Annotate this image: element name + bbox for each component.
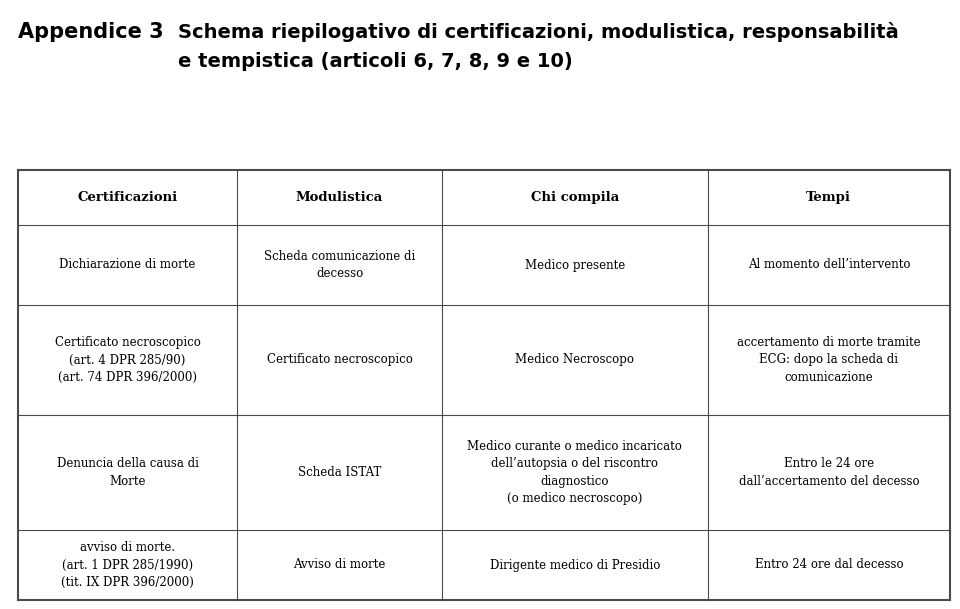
Text: Chi compila: Chi compila: [531, 191, 619, 204]
Text: Dichiarazione di morte: Dichiarazione di morte: [60, 258, 196, 272]
Text: Medico curante o medico incaricato
dell’autopsia o del riscontro
diagnostico
(o : Medico curante o medico incaricato dell’…: [468, 440, 683, 505]
Text: Entro le 24 ore
dall’accertamento del decesso: Entro le 24 ore dall’accertamento del de…: [738, 457, 919, 488]
Text: Certificato necroscopico
(art. 4 DPR 285/90)
(art. 74 DPR 396/2000): Certificato necroscopico (art. 4 DPR 285…: [55, 336, 201, 384]
Text: Certificazioni: Certificazioni: [78, 191, 178, 204]
Text: Schema riepilogativo di certificazioni, modulistica, responsabilità: Schema riepilogativo di certificazioni, …: [178, 22, 899, 42]
Text: Modulistica: Modulistica: [296, 191, 383, 204]
Text: Scheda ISTAT: Scheda ISTAT: [298, 466, 381, 479]
Text: e tempistica (articoli 6, 7, 8, 9 e 10): e tempistica (articoli 6, 7, 8, 9 e 10): [178, 52, 573, 71]
Text: Appendice 3: Appendice 3: [18, 22, 163, 42]
Text: Scheda comunicazione di
decesso: Scheda comunicazione di decesso: [264, 250, 415, 280]
Text: Avviso di morte: Avviso di morte: [294, 558, 386, 571]
Text: Entro 24 ore dal decesso: Entro 24 ore dal decesso: [755, 558, 903, 571]
Text: Medico Necroscopo: Medico Necroscopo: [516, 353, 635, 367]
Text: Denuncia della causa di
Morte: Denuncia della causa di Morte: [57, 457, 199, 488]
Text: Al momento dell’intervento: Al momento dell’intervento: [748, 258, 910, 272]
Text: Medico presente: Medico presente: [525, 258, 625, 272]
Text: Dirigente medico di Presidio: Dirigente medico di Presidio: [490, 558, 660, 571]
Text: Certificato necroscopico: Certificato necroscopico: [267, 353, 413, 367]
Text: avviso di morte.
(art. 1 DPR 285/1990)
(tit. IX DPR 396/2000): avviso di morte. (art. 1 DPR 285/1990) (…: [61, 541, 194, 589]
Text: Tempi: Tempi: [806, 191, 852, 204]
Text: accertamento di morte tramite
ECG: dopo la scheda di
comunicazione: accertamento di morte tramite ECG: dopo …: [737, 336, 921, 384]
